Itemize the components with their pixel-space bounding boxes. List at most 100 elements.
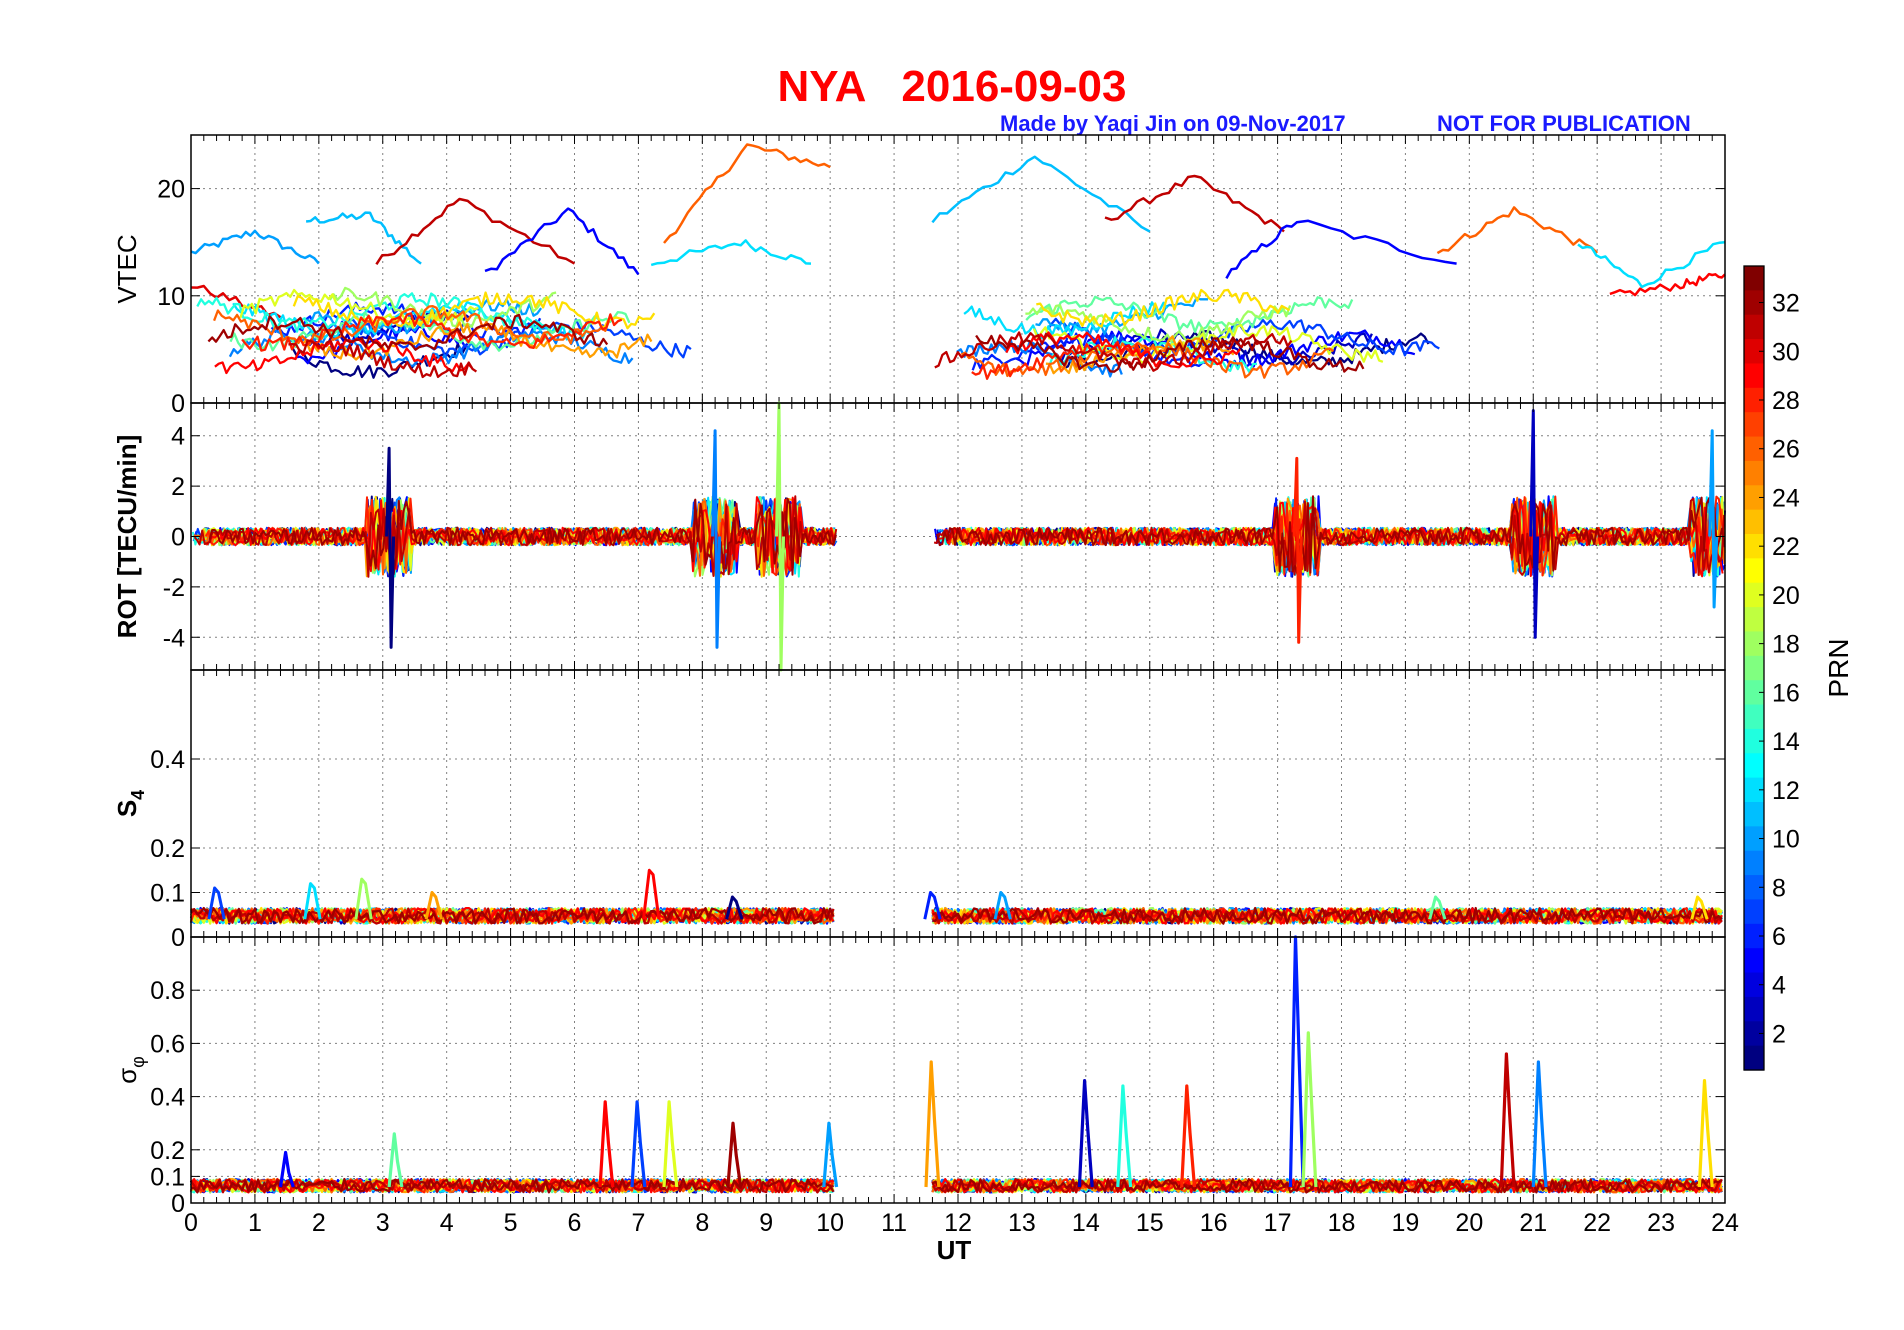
x-tick-label: 4: [440, 1209, 454, 1237]
series-line-prn-18: [1025, 304, 1292, 343]
colorbar-tick-label: 4: [1772, 972, 1786, 1000]
series-line-prn-11: [305, 211, 422, 265]
series-line-prn-31: [288, 339, 478, 379]
y-tick-label: 0.4: [150, 1084, 185, 1112]
series-line-prn-9: [956, 338, 1123, 378]
colorbar-cell: [1744, 363, 1764, 389]
series-line-prn-16: [1025, 295, 1354, 334]
series-line-prn-20: [239, 288, 479, 329]
colorbar-cell: [1744, 1045, 1764, 1071]
series-line-prn-16: [1428, 895, 1447, 920]
x-tick-label: 0: [184, 1209, 198, 1237]
series-line-prn-5: [484, 207, 640, 276]
colorbar-cell: [1744, 728, 1764, 754]
colorbar-tick-label: 6: [1772, 923, 1786, 951]
x-tick-label: 19: [1392, 1209, 1420, 1237]
x-tick-label: 13: [1008, 1209, 1036, 1237]
colorbar-cell: [1744, 509, 1764, 535]
series-line-prn-10: [993, 891, 1012, 920]
x-tick-label: 12: [944, 1209, 972, 1237]
colorbar-frame: [1743, 265, 1765, 1071]
x-tick-label: 6: [568, 1209, 582, 1237]
y-tick-label: 0: [171, 924, 185, 952]
series-line-prn-1: [291, 342, 467, 379]
series-line-prn-31: [931, 1177, 1723, 1194]
series-line-prn-10: [190, 229, 320, 265]
colorbar-cell: [1744, 534, 1764, 559]
x-tick-label: 11: [881, 1209, 907, 1237]
x-tick-label: 24: [1711, 1209, 1739, 1237]
x-tick-label: 5: [504, 1209, 518, 1237]
y-tick-label: 4: [171, 423, 185, 451]
colorbar-tick-label: 32: [1772, 290, 1800, 318]
x-tick-label: 20: [1455, 1209, 1483, 1237]
colorbar-cell: [1744, 875, 1764, 901]
series-line-prn-6: [1288, 935, 1305, 1188]
series-line-prn-1: [385, 446, 396, 649]
y-axis-label: σφ: [112, 1056, 148, 1084]
colorbar-cell: [1744, 607, 1764, 633]
colorbar-cell: [1744, 582, 1764, 608]
x-tick-label: 18: [1328, 1209, 1356, 1237]
series-line-prn-26: [213, 305, 611, 346]
series-line-prn-12: [963, 301, 1169, 341]
colorbar-cell: [1744, 948, 1764, 974]
x-tick-label: 21: [1519, 1209, 1547, 1237]
y-tick-label: 2: [171, 473, 185, 501]
series-line-prn-31: [934, 331, 1293, 372]
series-line-prn-18: [1301, 1031, 1318, 1188]
series-line-prn-11: [931, 155, 1151, 233]
y-tick-label: 0.1: [150, 880, 185, 908]
x-tick-label: 10: [816, 1209, 844, 1237]
series-line-prn-16: [387, 1132, 404, 1188]
x-tick-label: 23: [1647, 1209, 1675, 1237]
series-line-prn-10: [1708, 429, 1719, 609]
series-line-prn-28: [1292, 456, 1303, 644]
y-tick-label: 0: [171, 390, 185, 418]
y-tick-label: 0.6: [150, 1030, 185, 1058]
panel-s4: 0 0.1 0.2 0.4S4: [112, 669, 1726, 952]
y-tick-label: 0.2: [150, 835, 185, 863]
colorbar-label: PRN: [1823, 638, 1854, 697]
colorbar-cell: [1744, 485, 1764, 511]
colorbar-tick-label: 12: [1772, 777, 1800, 805]
series-line-prn-31: [1104, 174, 1285, 233]
y-axis-label-sub: 4: [128, 790, 148, 800]
series-line-prn-5: [278, 1150, 295, 1188]
series-line-prn-14: [1116, 1084, 1133, 1188]
y-tick-label: 20: [157, 176, 185, 204]
publication-notice: NOT FOR PUBLICATION: [1437, 111, 1691, 136]
panel-vtec: 0 10 20 VTEC: [112, 134, 1726, 418]
series-line-prn-29: [598, 1100, 615, 1188]
panel-rot: -4 -2 0 2 4 ROT [TECU/min]: [112, 401, 1726, 672]
series-line-prn-5: [1225, 219, 1457, 280]
series-line-prn-31: [375, 197, 576, 265]
colorbar-cell: [1744, 923, 1764, 949]
series-line-prn-29: [214, 337, 473, 375]
series-line-prn-24: [924, 1060, 941, 1188]
credit-note: Made by Yaqi Jin on 09-Nov-2017: [1000, 111, 1346, 136]
series-line-prn-31: [193, 495, 838, 578]
y-tick-label: 0: [171, 524, 185, 552]
y-tick-label: 0.8: [150, 977, 185, 1005]
series-line-prn-12: [303, 882, 322, 920]
x-tick-label: 3: [376, 1209, 390, 1237]
colorbar-tick-label: 18: [1772, 631, 1800, 659]
colorbar-cell: [1744, 972, 1764, 998]
series-line-prn-18: [354, 877, 373, 920]
colorbar-tick-label: 30: [1772, 338, 1800, 366]
colorbar-cell: [1744, 314, 1764, 340]
y-tick-label: 10: [157, 283, 185, 311]
series-line-prn-29: [1609, 272, 1726, 297]
y-axis-label-sub: φ: [128, 1056, 148, 1068]
colorbar-tick-label: 10: [1772, 826, 1800, 854]
colorbar-tick-label: 24: [1772, 484, 1800, 512]
colorbar-cell: [1744, 436, 1764, 462]
colorbar-cell: [1744, 704, 1764, 730]
series-line-prn-32: [207, 313, 609, 351]
colorbar-tick-label: 14: [1772, 728, 1800, 756]
chart-title: NYA 2016-09-03: [777, 62, 1127, 111]
series-line-prn-26: [1436, 206, 1599, 255]
